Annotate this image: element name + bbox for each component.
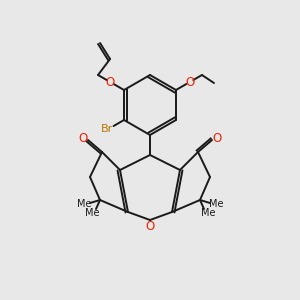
Text: Me: Me [85, 208, 99, 218]
Text: Br: Br [100, 124, 113, 134]
Text: Me: Me [77, 199, 91, 209]
Text: O: O [185, 76, 194, 88]
Text: O: O [106, 76, 115, 88]
Text: O: O [212, 133, 222, 146]
Text: Me: Me [209, 199, 223, 209]
Text: O: O [146, 220, 154, 233]
Text: Me: Me [201, 208, 215, 218]
Text: O: O [78, 133, 88, 146]
